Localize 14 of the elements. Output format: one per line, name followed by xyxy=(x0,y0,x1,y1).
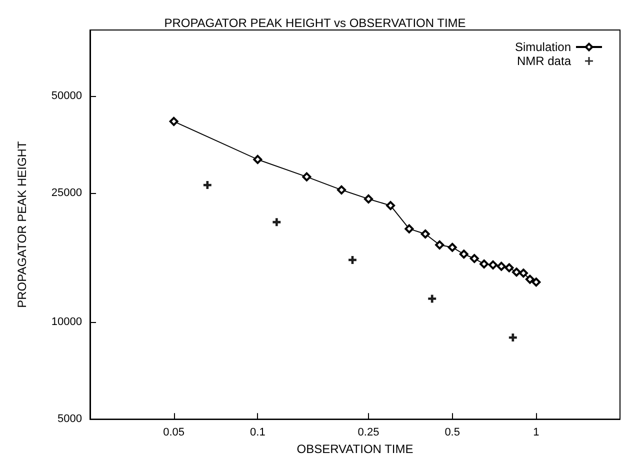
y-tick-label: 10000 xyxy=(51,316,82,328)
x-tick-label: 0.05 xyxy=(163,426,185,439)
x-axis-title: OBSERVATION TIME xyxy=(296,442,414,456)
legend-label: Simulation xyxy=(514,40,571,54)
x-tick-label: 0.5 xyxy=(444,426,460,439)
y-axis-title: PROPAGATOR PEAK HEIGHT xyxy=(15,140,29,308)
legend-label: NMR data xyxy=(516,54,572,68)
y-tick-label: 5000 xyxy=(58,413,82,426)
x-tick-label: 0.25 xyxy=(358,426,380,439)
y-tick-label: 50000 xyxy=(51,90,82,102)
x-tick-label: 0.1 xyxy=(250,426,266,439)
y-tick-label: 25000 xyxy=(51,187,82,200)
chart-title: PROPAGATOR PEAK HEIGHT vs OBSERVATION TIME xyxy=(164,16,466,30)
x-tick-label: 1 xyxy=(533,426,540,439)
